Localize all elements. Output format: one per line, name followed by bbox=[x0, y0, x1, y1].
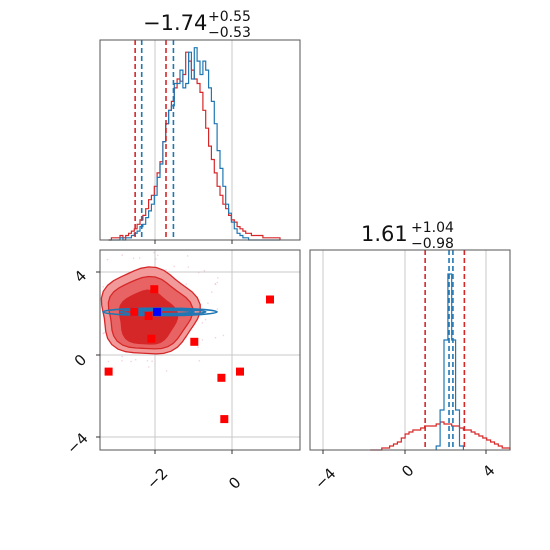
sample-point bbox=[197, 346, 199, 348]
title-value: 1.61 bbox=[361, 222, 408, 246]
sample-point bbox=[157, 254, 159, 257]
quantile-lines bbox=[134, 40, 175, 240]
hist-series-group bbox=[108, 47, 281, 241]
red-marker bbox=[144, 312, 153, 320]
red-marker bbox=[150, 285, 159, 294]
red-marker bbox=[190, 337, 199, 346]
sample-point bbox=[216, 308, 219, 310]
sample-point bbox=[102, 332, 104, 335]
hist-panel-top-left: −1.74 +0.55 −0.53 bbox=[99, 9, 301, 244]
sample-point bbox=[217, 277, 219, 279]
sample-point bbox=[165, 269, 167, 271]
red-marker bbox=[130, 307, 139, 316]
axes-frame bbox=[99, 249, 301, 451]
sample-point bbox=[138, 257, 141, 259]
hist-step-line bbox=[108, 51, 281, 241]
sample-point bbox=[92, 299, 94, 301]
sample-point bbox=[68, 298, 70, 300]
sample-point bbox=[121, 254, 123, 256]
sample-point bbox=[98, 327, 100, 329]
hist-panel-bottom-right: −4 0 4 1.61 +1.04 −0.98 bbox=[309, 220, 511, 493]
red-marker bbox=[220, 415, 229, 424]
title-upper-error: +0.55 bbox=[208, 9, 251, 25]
red-marker bbox=[266, 295, 274, 304]
sample-point bbox=[121, 359, 123, 362]
sample-point bbox=[222, 334, 225, 337]
blue-marker bbox=[153, 307, 162, 316]
title-upper-error: +1.04 bbox=[411, 220, 454, 236]
sample-point bbox=[132, 257, 135, 260]
sample-point bbox=[106, 258, 109, 261]
sample-point bbox=[187, 266, 190, 268]
sample-point bbox=[173, 265, 175, 268]
sample-point bbox=[214, 283, 217, 286]
sample-point bbox=[98, 306, 100, 308]
hist-step-line bbox=[108, 47, 280, 241]
x-tick-label: −4 bbox=[311, 464, 339, 492]
sample-point bbox=[153, 251, 155, 254]
sample-point bbox=[186, 255, 189, 257]
sample-point bbox=[77, 324, 79, 326]
x-tick-label: 4 bbox=[479, 461, 498, 480]
sample-point bbox=[146, 360, 149, 362]
y-tick-label: 0 bbox=[71, 351, 90, 370]
sample-point bbox=[197, 271, 200, 274]
sample-point bbox=[70, 295, 72, 297]
sample-point bbox=[148, 366, 150, 368]
title-lower-error: −0.53 bbox=[208, 25, 251, 41]
sample-point bbox=[83, 295, 85, 297]
sample-point bbox=[107, 360, 110, 363]
x-tick-label: 0 bbox=[225, 473, 244, 492]
sample-point bbox=[134, 358, 137, 361]
red-marker bbox=[217, 373, 226, 382]
hist-step-line bbox=[370, 421, 511, 451]
sample-point bbox=[102, 286, 105, 288]
x-tick-label: 0 bbox=[398, 461, 417, 480]
blue-contour bbox=[119, 308, 207, 316]
sample-point bbox=[155, 258, 157, 260]
scatter-panel-bottom-left: −2 0 4 0 −4 bbox=[63, 249, 301, 493]
y-tick-label: −4 bbox=[63, 429, 91, 457]
sample-point bbox=[203, 269, 206, 272]
title-lower-error: −0.98 bbox=[411, 236, 454, 252]
title-value: −1.74 bbox=[143, 11, 207, 35]
axes-frame bbox=[309, 249, 511, 451]
sample-point bbox=[214, 336, 217, 339]
sample-point bbox=[121, 355, 123, 358]
sample-point bbox=[216, 281, 218, 284]
sample-point bbox=[75, 295, 77, 297]
density-contours bbox=[68, 250, 274, 424]
sample-point bbox=[80, 290, 82, 292]
sample-point bbox=[204, 318, 207, 321]
sample-point bbox=[198, 360, 201, 362]
sample-point bbox=[97, 295, 99, 297]
sample-point bbox=[96, 296, 98, 298]
sample-point bbox=[165, 370, 168, 372]
red-marker bbox=[147, 334, 156, 343]
y-tick-label: 4 bbox=[71, 267, 90, 286]
sample-point bbox=[185, 283, 187, 285]
sample-point bbox=[130, 360, 132, 363]
sample-point bbox=[207, 302, 209, 305]
red-marker bbox=[236, 367, 244, 376]
sample-point bbox=[73, 326, 75, 328]
sample-point bbox=[211, 291, 213, 293]
hist-series-group bbox=[370, 273, 511, 451]
sample-point bbox=[103, 331, 106, 334]
sample-point bbox=[90, 308, 92, 310]
sample-point bbox=[96, 312, 98, 314]
sample-point bbox=[201, 322, 204, 324]
sample-point bbox=[151, 360, 153, 363]
quantile-lines bbox=[424, 250, 466, 450]
sample-point bbox=[98, 318, 100, 320]
red-marker bbox=[104, 367, 113, 376]
sample-point bbox=[201, 339, 204, 341]
x-tick-label: −2 bbox=[143, 464, 171, 492]
axes-frame bbox=[99, 39, 301, 241]
sample-point bbox=[69, 329, 71, 331]
sample-point bbox=[97, 289, 99, 291]
sample-point bbox=[82, 310, 84, 312]
